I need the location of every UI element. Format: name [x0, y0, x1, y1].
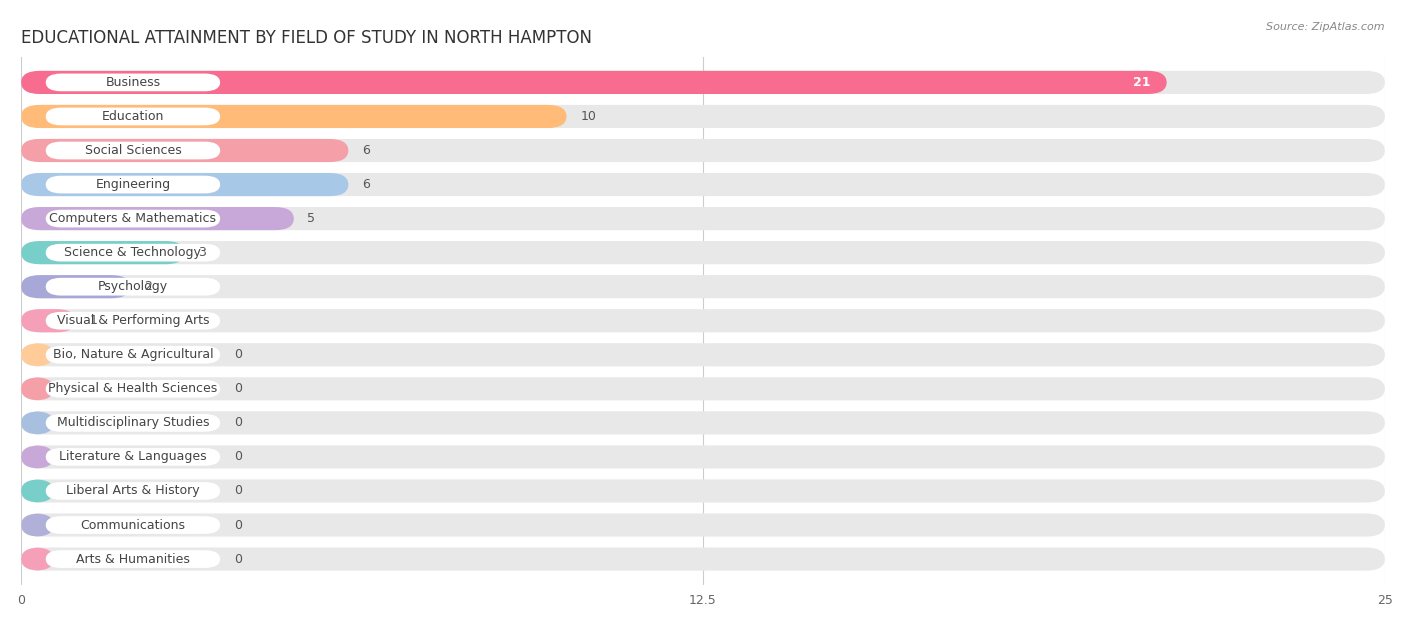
- Text: 6: 6: [363, 144, 370, 157]
- FancyBboxPatch shape: [45, 346, 221, 363]
- FancyBboxPatch shape: [21, 105, 567, 128]
- Text: 0: 0: [233, 348, 242, 362]
- Text: 0: 0: [233, 552, 242, 566]
- FancyBboxPatch shape: [21, 446, 53, 468]
- Text: Communications: Communications: [80, 518, 186, 532]
- Text: Source: ZipAtlas.com: Source: ZipAtlas.com: [1267, 22, 1385, 32]
- Text: Literature & Languages: Literature & Languages: [59, 451, 207, 463]
- FancyBboxPatch shape: [21, 411, 1385, 434]
- FancyBboxPatch shape: [21, 411, 53, 434]
- FancyBboxPatch shape: [45, 73, 221, 91]
- Text: 10: 10: [581, 110, 596, 123]
- FancyBboxPatch shape: [21, 105, 1385, 128]
- FancyBboxPatch shape: [45, 550, 221, 568]
- Text: 0: 0: [233, 518, 242, 532]
- FancyBboxPatch shape: [21, 377, 1385, 401]
- Text: 3: 3: [198, 246, 207, 259]
- FancyBboxPatch shape: [45, 107, 221, 125]
- FancyBboxPatch shape: [21, 71, 1167, 94]
- FancyBboxPatch shape: [45, 448, 221, 466]
- FancyBboxPatch shape: [45, 414, 221, 432]
- FancyBboxPatch shape: [21, 480, 1385, 502]
- FancyBboxPatch shape: [21, 480, 53, 502]
- FancyBboxPatch shape: [21, 446, 1385, 468]
- FancyBboxPatch shape: [21, 275, 131, 298]
- FancyBboxPatch shape: [21, 139, 1385, 162]
- FancyBboxPatch shape: [21, 173, 349, 196]
- Text: Multidisciplinary Studies: Multidisciplinary Studies: [56, 416, 209, 429]
- FancyBboxPatch shape: [45, 516, 221, 534]
- FancyBboxPatch shape: [45, 278, 221, 296]
- FancyBboxPatch shape: [21, 547, 1385, 571]
- FancyBboxPatch shape: [21, 309, 76, 332]
- Text: Computers & Mathematics: Computers & Mathematics: [49, 212, 217, 225]
- FancyBboxPatch shape: [45, 142, 221, 159]
- Text: 0: 0: [233, 485, 242, 497]
- Text: Bio, Nature & Agricultural: Bio, Nature & Agricultural: [52, 348, 214, 362]
- FancyBboxPatch shape: [21, 207, 1385, 230]
- FancyBboxPatch shape: [21, 377, 53, 401]
- FancyBboxPatch shape: [21, 71, 1385, 94]
- Text: Science & Technology: Science & Technology: [65, 246, 201, 259]
- FancyBboxPatch shape: [45, 312, 221, 330]
- Text: Arts & Humanities: Arts & Humanities: [76, 552, 190, 566]
- FancyBboxPatch shape: [45, 482, 221, 500]
- FancyBboxPatch shape: [45, 244, 221, 262]
- FancyBboxPatch shape: [21, 173, 1385, 196]
- FancyBboxPatch shape: [45, 380, 221, 398]
- Text: 0: 0: [233, 382, 242, 396]
- FancyBboxPatch shape: [21, 309, 1385, 332]
- Text: EDUCATIONAL ATTAINMENT BY FIELD OF STUDY IN NORTH HAMPTON: EDUCATIONAL ATTAINMENT BY FIELD OF STUDY…: [21, 29, 592, 47]
- FancyBboxPatch shape: [21, 241, 184, 264]
- FancyBboxPatch shape: [45, 176, 221, 193]
- Text: 0: 0: [233, 451, 242, 463]
- Text: Psychology: Psychology: [98, 280, 167, 293]
- FancyBboxPatch shape: [21, 275, 1385, 298]
- Text: Engineering: Engineering: [96, 178, 170, 191]
- Text: 1: 1: [90, 314, 97, 327]
- Text: Physical & Health Sciences: Physical & Health Sciences: [48, 382, 218, 396]
- Text: 2: 2: [143, 280, 152, 293]
- FancyBboxPatch shape: [21, 513, 53, 537]
- Text: Education: Education: [101, 110, 165, 123]
- FancyBboxPatch shape: [21, 343, 53, 367]
- Text: Visual & Performing Arts: Visual & Performing Arts: [56, 314, 209, 327]
- FancyBboxPatch shape: [21, 139, 349, 162]
- Text: Business: Business: [105, 76, 160, 89]
- Text: 0: 0: [233, 416, 242, 429]
- Text: 5: 5: [308, 212, 315, 225]
- FancyBboxPatch shape: [21, 207, 294, 230]
- FancyBboxPatch shape: [21, 343, 1385, 367]
- FancyBboxPatch shape: [21, 513, 1385, 537]
- Text: Social Sciences: Social Sciences: [84, 144, 181, 157]
- Text: 6: 6: [363, 178, 370, 191]
- FancyBboxPatch shape: [21, 241, 1385, 264]
- Text: Liberal Arts & History: Liberal Arts & History: [66, 485, 200, 497]
- FancyBboxPatch shape: [21, 547, 53, 571]
- Text: 21: 21: [1133, 76, 1150, 89]
- FancyBboxPatch shape: [45, 210, 221, 228]
